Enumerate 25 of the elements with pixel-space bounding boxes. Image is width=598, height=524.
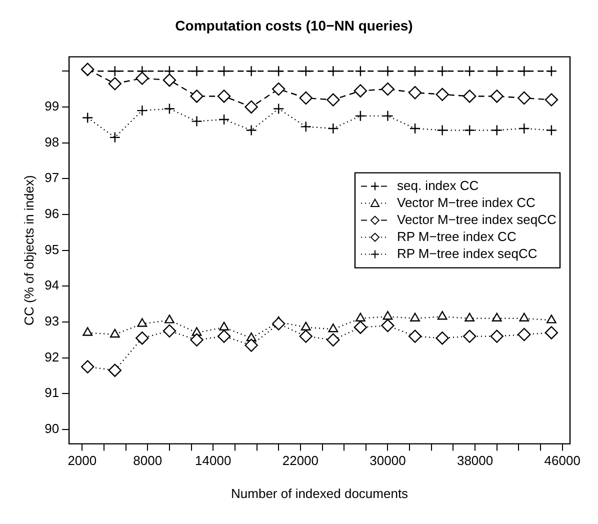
legend-label: Vector M−tree index seqCC xyxy=(397,212,556,227)
x-tick-label: 8000 xyxy=(133,453,162,468)
y-axis-title: CC (% of objects in index) xyxy=(21,175,36,326)
legend-label: seq. index CC xyxy=(397,178,479,193)
x-tick-label: 22000 xyxy=(282,453,319,468)
legend-label: RP M−tree index seqCC xyxy=(397,246,538,261)
y-tick-label: 94 xyxy=(44,278,60,293)
x-axis-title: Number of indexed documents xyxy=(231,486,409,501)
y-tick-label: 93 xyxy=(44,314,60,329)
y-tick-label: 92 xyxy=(44,349,60,364)
y-tick-label: 98 xyxy=(44,134,60,150)
y-tick-label: 95 xyxy=(44,242,60,257)
x-tick-label: 2000 xyxy=(68,453,97,468)
x-tick-label: 46000 xyxy=(544,453,580,468)
x-tick-label: 14000 xyxy=(195,453,232,468)
x-tick-label: 30000 xyxy=(370,453,406,468)
legend-label: RP M−tree index CC xyxy=(397,228,516,244)
y-tick-label: 91 xyxy=(44,385,60,400)
x-tick-label: 38000 xyxy=(456,453,494,468)
y-tick-label: 99 xyxy=(44,98,60,114)
legend-label: Vector M−tree index CC xyxy=(397,194,536,210)
y-tick-label: 90 xyxy=(44,421,60,436)
y-tick-label: 96 xyxy=(44,206,60,222)
y-tick-label: 97 xyxy=(44,170,60,186)
chart-title: Computation costs (10−NN queries) xyxy=(175,17,413,34)
